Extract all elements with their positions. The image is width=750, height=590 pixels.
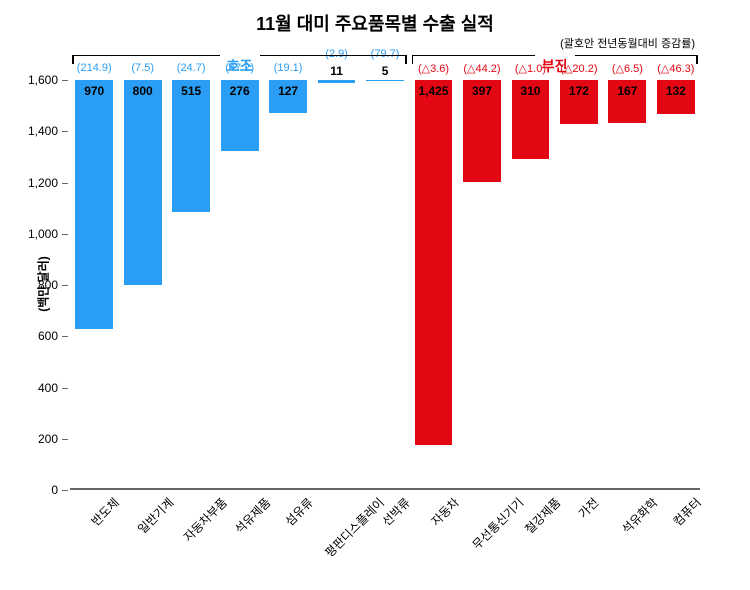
bar-value-label: 276 [221,84,259,98]
bar-slot: 172(△20.2)가전 [555,80,603,488]
bar: 800(7.5) [124,80,162,285]
y-tick-label: 1,400 [28,124,70,138]
bar-category-label: 섬유류 [281,494,316,529]
bar-category-label: 자동차부품 [180,494,231,545]
bar-slot: 310(△1.0)철강제품 [506,80,554,488]
bar: 397(△44.2) [463,80,501,182]
bar-value-label: 397 [463,84,501,98]
bar-change-label: (214.9) [77,62,112,74]
bar-value-label: 1,425 [415,84,453,98]
bar: 127(19.1) [269,80,307,113]
bar-slot: 276(47.2)석유제품 [215,80,263,488]
bar-slot: 5(79.7)선박류 [361,80,409,488]
bar-change-label: (7.5) [131,62,154,74]
bar-slot: 1,425(△3.6)자동차 [409,80,457,488]
bar-slot: 970(214.9)반도체 [70,80,118,488]
y-tick-label: 0 [51,483,70,497]
bar: 5(79.7) [366,80,404,81]
bar-category-label: 컴퓨터 [669,494,704,529]
group-bracket-negative [575,55,698,67]
bar-category-label: 석유화학 [618,494,661,537]
bars-container: 970(214.9)반도체800(7.5)일반기계515(24.7)자동차부품2… [70,80,700,488]
group-bracket-positive [260,55,407,67]
y-tick-label: 1,200 [28,176,70,190]
bar-value-label: 167 [608,84,646,98]
bar-slot: 132(△46.3)컴퓨터 [652,80,700,488]
bar-category-label: 선박류 [378,494,413,529]
bar-category-label: 무선통신기기 [468,494,527,553]
bar-slot: 11(2.9)평판디스플레이 [312,80,360,488]
bar-category-label: 가전 [574,494,602,522]
bar: 1,425(△3.6) [415,80,453,445]
bar: 172(△20.2) [560,80,598,124]
y-tick-label: 400 [38,381,70,395]
bar-category-label: 일반기계 [134,494,177,537]
y-tick-label: 600 [38,329,70,343]
y-tick-label: 1,600 [28,73,70,87]
bar: 515(24.7) [172,80,210,212]
bar-change-label: (△44.2) [463,62,500,75]
y-tick-label: 200 [38,432,70,446]
bar-category-label: 석유제품 [230,494,273,537]
bar-category-label: 자동차 [427,494,462,529]
bar-change-label: (24.7) [177,62,206,74]
bar-value-label: 800 [124,84,162,98]
bar: 970(214.9) [75,80,113,329]
y-tick-label: 1,000 [28,227,70,241]
bar-value-label: 172 [560,84,598,98]
bar-value-label: 515 [172,84,210,98]
bar-slot: 127(19.1)섬유류 [264,80,312,488]
bar-value-label: 127 [269,84,307,98]
bar-category-label: 철강제품 [521,494,564,537]
bar-chart: (백만 달러) 970(214.9)반도체800(7.5)일반기계515(24.… [70,80,700,490]
bar: 132(△46.3) [657,80,695,114]
bar-value-label: 132 [657,84,695,98]
bar-change-label: (△1.0) [515,62,546,75]
bar: 167(△6.5) [608,80,646,123]
bar-slot: 515(24.7)자동차부품 [167,80,215,488]
bar-value-label: 310 [512,84,550,98]
bar-slot: 800(7.5)일반기계 [118,80,166,488]
bar-change-label: (47.2) [225,62,254,74]
bar-category-label: 반도체 [87,494,122,529]
bar-slot: 167(△6.5)석유화학 [603,80,651,488]
bar-category-label: 평판디스플레이 [321,494,388,561]
bar: 310(△1.0) [512,80,550,159]
bar-slot: 397(△44.2)무선통신기기 [458,80,506,488]
bar-change-label: (△3.6) [418,62,449,75]
chart-subtitle: (괄호안 전년동월대비 증감률) [560,35,695,51]
bar: 276(47.2) [221,80,259,151]
bar-value-label: 970 [75,84,113,98]
y-tick-label: 800 [38,278,70,292]
chart-title: 11월 대미 주요품목별 수출 실적 [0,10,750,36]
bar: 11(2.9) [318,80,356,83]
